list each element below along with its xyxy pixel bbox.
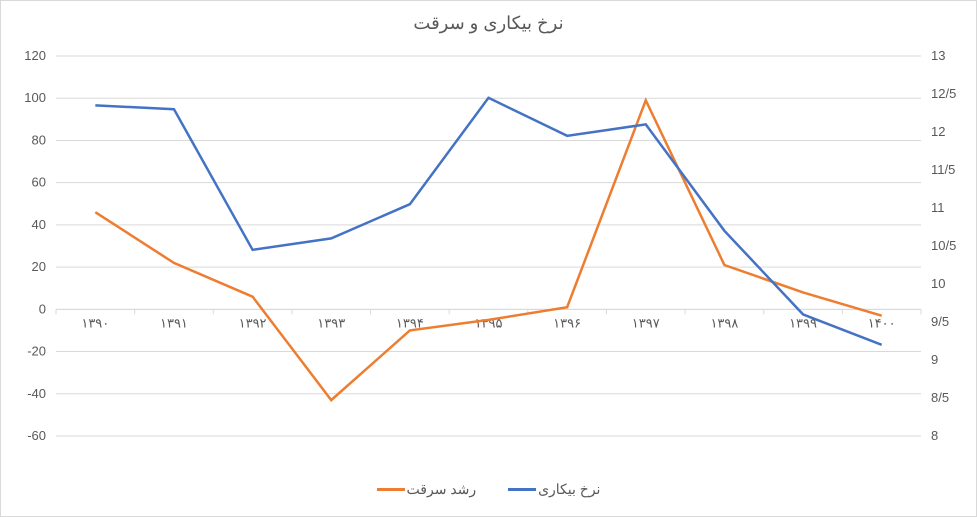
svg-text:10/5: 10/5 bbox=[931, 238, 956, 253]
svg-text:120: 120 bbox=[24, 48, 46, 63]
legend-label-unemployment: نرخ بیکاری bbox=[538, 481, 600, 498]
svg-text:13: 13 bbox=[931, 48, 945, 63]
svg-text:0: 0 bbox=[39, 301, 46, 316]
svg-text:-20: -20 bbox=[27, 344, 46, 359]
svg-text:12/5: 12/5 bbox=[931, 86, 956, 101]
svg-text:۱۳۹۰: ۱۳۹۰ bbox=[81, 315, 109, 330]
svg-text:۱۴۰۰: ۱۴۰۰ bbox=[868, 315, 896, 330]
legend-swatch-theft bbox=[377, 488, 405, 491]
svg-text:۱۳۹۳: ۱۳۹۳ bbox=[317, 315, 345, 330]
svg-text:۱۳۹۲: ۱۳۹۲ bbox=[239, 315, 267, 330]
svg-text:60: 60 bbox=[32, 175, 46, 190]
svg-text:۱۳۹۷: ۱۳۹۷ bbox=[632, 315, 660, 330]
svg-text:۱۳۹۸: ۱۳۹۸ bbox=[710, 315, 738, 330]
svg-text:۱۳۹۶: ۱۳۹۶ bbox=[553, 315, 581, 330]
svg-text:80: 80 bbox=[32, 132, 46, 147]
svg-text:-40: -40 bbox=[27, 386, 46, 401]
legend-swatch-unemployment bbox=[508, 488, 536, 491]
svg-text:۱۳۹۱: ۱۳۹۱ bbox=[160, 315, 188, 330]
svg-text:100: 100 bbox=[24, 90, 46, 105]
chart-container: نرخ بیکاری و سرقت -60-40-200204060801001… bbox=[0, 0, 977, 517]
legend: رشد سرقت نرخ بیکاری bbox=[1, 478, 976, 498]
legend-item-theft: رشد سرقت bbox=[377, 481, 477, 498]
svg-text:8/5: 8/5 bbox=[931, 390, 949, 405]
svg-text:-60: -60 bbox=[27, 428, 46, 443]
plot-svg: -60-40-2002040608010012088/599/51010/511… bbox=[56, 56, 921, 436]
svg-text:9: 9 bbox=[931, 352, 938, 367]
legend-label-theft: رشد سرقت bbox=[407, 481, 477, 498]
svg-text:40: 40 bbox=[32, 217, 46, 232]
svg-text:10: 10 bbox=[931, 276, 945, 291]
legend-item-unemployment: نرخ بیکاری bbox=[508, 481, 600, 498]
svg-text:20: 20 bbox=[32, 259, 46, 274]
svg-text:11/5: 11/5 bbox=[931, 162, 955, 177]
svg-text:11: 11 bbox=[931, 200, 945, 215]
svg-text:8: 8 bbox=[931, 428, 938, 443]
svg-text:12: 12 bbox=[931, 124, 945, 139]
chart-title: نرخ بیکاری و سرقت bbox=[1, 13, 976, 34]
plot-area: -60-40-2002040608010012088/599/51010/511… bbox=[56, 56, 921, 436]
svg-text:9/5: 9/5 bbox=[931, 314, 949, 329]
